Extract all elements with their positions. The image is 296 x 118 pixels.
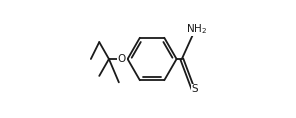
Text: O: O (118, 54, 126, 64)
Text: NH$_2$: NH$_2$ (186, 22, 207, 36)
Text: S: S (192, 84, 198, 94)
